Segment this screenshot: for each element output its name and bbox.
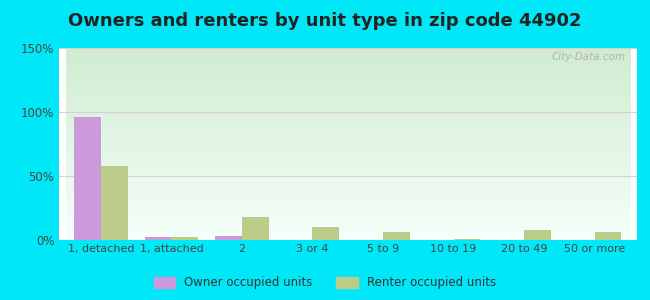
Bar	[144, 237, 172, 240]
Bar	[242, 217, 268, 240]
Bar	[172, 237, 198, 240]
Bar	[101, 166, 127, 240]
Bar	[595, 232, 621, 240]
Text: City-Data.com: City-Data.com	[551, 52, 625, 62]
Bar	[383, 232, 410, 240]
Bar	[454, 239, 480, 240]
Legend: Owner occupied units, Renter occupied units: Owner occupied units, Renter occupied un…	[149, 272, 501, 294]
Bar	[74, 117, 101, 240]
Bar	[215, 236, 242, 240]
Bar	[524, 230, 551, 240]
Text: Owners and renters by unit type in zip code 44902: Owners and renters by unit type in zip c…	[68, 12, 582, 30]
Bar	[313, 227, 339, 240]
